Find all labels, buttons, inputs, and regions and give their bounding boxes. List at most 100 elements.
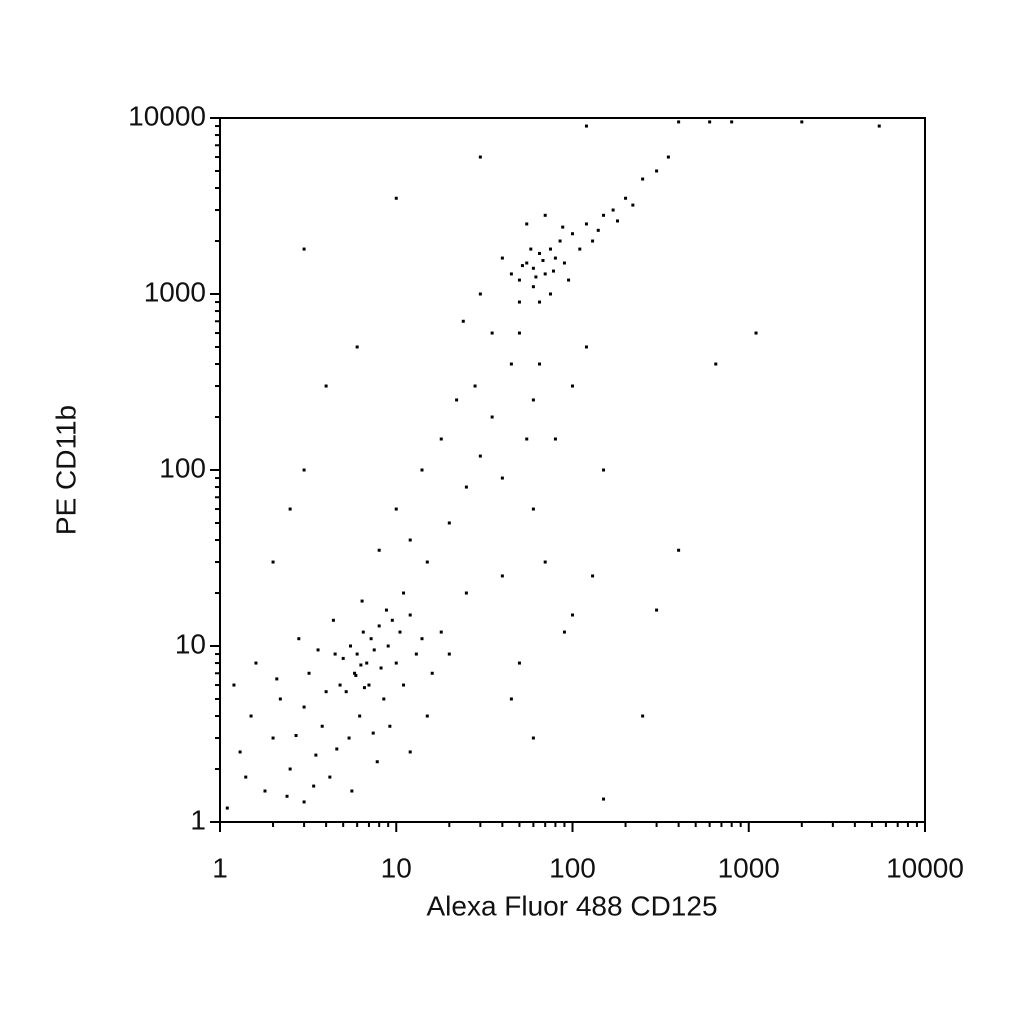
dot [439, 630, 443, 634]
dot [379, 666, 383, 670]
dot [382, 697, 386, 701]
dot [591, 239, 595, 243]
dot [377, 548, 381, 552]
dot [288, 507, 292, 511]
dot [525, 261, 529, 265]
dot [531, 266, 535, 270]
dot [369, 637, 373, 641]
dot [447, 521, 451, 525]
dot [666, 155, 670, 159]
dot [473, 384, 477, 388]
dot [602, 468, 606, 472]
dot [249, 714, 253, 718]
dot [525, 222, 529, 226]
dot [611, 208, 615, 212]
dot [394, 507, 398, 511]
dot [517, 661, 521, 665]
dot [558, 239, 562, 243]
dot [877, 124, 881, 128]
dot [464, 485, 468, 489]
x-tick-label: 100 [549, 852, 596, 883]
dot [324, 384, 328, 388]
dot [490, 415, 494, 419]
dot [302, 705, 306, 709]
dot [562, 630, 566, 634]
dot [333, 652, 337, 656]
dot [708, 120, 712, 124]
dot [324, 690, 328, 694]
dot [538, 362, 542, 366]
dot [402, 683, 406, 687]
dot [360, 599, 364, 603]
dot [420, 468, 424, 472]
dot [500, 476, 504, 480]
dot [543, 560, 547, 564]
dot [294, 734, 298, 738]
dot [388, 724, 392, 728]
dot [263, 789, 267, 793]
x-tick-label: 1 [212, 852, 228, 883]
dot [347, 736, 351, 740]
dot [584, 124, 588, 128]
dot [548, 247, 552, 251]
dot [538, 251, 542, 255]
dot [631, 203, 635, 207]
dot [275, 677, 279, 681]
dot [328, 775, 332, 779]
y-axis-label: PE CD11b [50, 405, 81, 535]
dot [384, 608, 388, 612]
dot [509, 362, 513, 366]
dot [358, 714, 362, 718]
dot [641, 714, 645, 718]
dot [420, 637, 424, 641]
dot [520, 264, 524, 268]
dot [320, 724, 324, 728]
y-tick-label: 1 [190, 804, 206, 835]
dot [408, 750, 412, 754]
dot [297, 637, 301, 641]
dot [375, 760, 379, 764]
dot [561, 225, 565, 229]
dot [302, 468, 306, 472]
dot [578, 247, 582, 251]
dot [641, 177, 645, 181]
dot [244, 775, 248, 779]
dot [509, 697, 513, 701]
dot [571, 232, 574, 236]
dot [398, 630, 402, 634]
dot [591, 574, 595, 578]
x-axis-label: Alexa Fluor 488 CD125 [426, 890, 717, 921]
y-tick-label: 1000 [144, 276, 206, 307]
dot [312, 784, 316, 788]
dot [800, 120, 804, 124]
dot [338, 683, 342, 687]
dot [541, 259, 545, 263]
dot [478, 292, 482, 296]
dot [584, 345, 588, 349]
dot [464, 591, 468, 595]
dot [543, 213, 547, 217]
dot [355, 345, 359, 349]
dot [377, 624, 381, 628]
y-tick-label: 100 [159, 452, 206, 483]
dot [571, 613, 574, 617]
dot [730, 120, 734, 124]
dot [353, 671, 357, 675]
dot [543, 272, 547, 276]
dot [525, 437, 529, 441]
dot [278, 697, 282, 701]
dot [414, 652, 418, 656]
dot [371, 731, 375, 735]
dot [490, 331, 494, 335]
dot [531, 736, 535, 740]
dot [288, 767, 292, 771]
dot [461, 319, 465, 323]
dot [238, 750, 242, 754]
dot [408, 613, 412, 617]
dot [548, 292, 552, 296]
dot [439, 437, 443, 441]
dot [365, 661, 369, 665]
dot [354, 673, 358, 677]
